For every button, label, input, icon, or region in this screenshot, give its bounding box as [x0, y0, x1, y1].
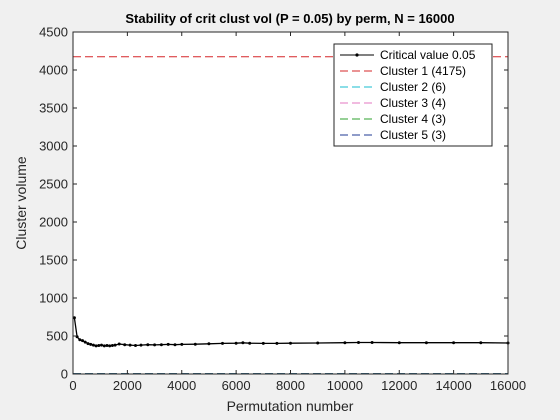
data-point [146, 343, 150, 347]
x-tick-label: 2000 [113, 378, 142, 393]
data-point [81, 339, 84, 343]
x-tick-label: 8000 [276, 378, 305, 393]
data-point [100, 343, 103, 347]
legend-marker [355, 53, 359, 57]
data-point [193, 342, 197, 346]
data-point [86, 342, 90, 346]
data-point [94, 344, 98, 348]
data-point [275, 341, 279, 345]
y-tick-label: 4000 [39, 63, 68, 78]
legend: Critical value 0.05 Cluster 1 (4175) Clust… [333, 43, 493, 147]
data-point [479, 341, 483, 345]
x-tick-label: 12000 [381, 378, 417, 393]
legend-label: Cluster 4 (3) [380, 112, 446, 126]
legend-label: Cluster 3 (4) [380, 96, 446, 110]
legend-entry: Cluster 1 (4175) [340, 64, 466, 78]
x-tick-label: 4000 [167, 378, 196, 393]
data-point [234, 341, 238, 345]
x-tick-label: 10000 [327, 378, 363, 393]
data-point [139, 343, 143, 347]
legend-label: Critical value 0.05 [380, 48, 476, 62]
y-axis-label: Cluster volume [13, 156, 29, 250]
data-point [117, 342, 121, 346]
data-point [89, 342, 93, 346]
data-point [289, 341, 292, 345]
data-point [397, 341, 401, 345]
legend-label: Cluster 5 (3) [380, 128, 446, 142]
legend-entry: Cluster 5 (3) [340, 128, 446, 142]
data-point [180, 342, 184, 346]
y-tick-label: 2500 [39, 177, 68, 192]
legend-label: Cluster 1 (4175) [380, 64, 466, 78]
data-point [105, 344, 109, 347]
x-tick-label: 14000 [436, 378, 472, 393]
data-point [110, 344, 114, 347]
axes-layer: 0 2000 4000 6000 8000 10000 12000 14000 16000 0 50… [39, 25, 526, 394]
data-point [128, 343, 132, 347]
data-point [153, 343, 157, 347]
y-tick-label: 3500 [39, 101, 68, 116]
data-point [452, 341, 456, 345]
legend-entry: Cluster 4 (3) [340, 112, 446, 126]
x-tick-label: 16000 [490, 378, 526, 393]
data-point [343, 341, 347, 345]
data-point [108, 344, 112, 348]
data-point [123, 343, 127, 347]
legend-label: Cluster 2 (6) [380, 80, 446, 94]
data-point [424, 341, 428, 345]
legend-box [333, 43, 493, 147]
data-point [134, 344, 137, 347]
legend-entry: Cluster 2 (6) [340, 80, 446, 94]
x-tick-label: 0 [69, 378, 76, 393]
y-tick-label: 2000 [39, 215, 68, 230]
data-point [83, 340, 87, 344]
data-point [221, 341, 224, 345]
data-point [357, 341, 360, 344]
data-point [261, 341, 265, 345]
data-point [102, 344, 106, 348]
data-point [207, 342, 211, 346]
data-point [97, 344, 101, 347]
data-point [166, 342, 170, 346]
y-tick-label: 4500 [39, 25, 68, 40]
data-point [72, 316, 76, 320]
data-point [159, 343, 163, 347]
data-point [113, 343, 117, 347]
data-point [248, 341, 252, 345]
data-point [316, 341, 320, 345]
data-point [370, 341, 374, 344]
data-point [173, 343, 177, 347]
x-axis-label: Permutation number [227, 398, 354, 414]
y-tick-label: 500 [46, 329, 68, 344]
data-point [78, 338, 82, 342]
y-tick-label: 3000 [39, 139, 68, 154]
data-point [91, 343, 95, 347]
x-tick-label: 6000 [222, 378, 251, 393]
chart-title: Stability of crit clust vol (P = 0.05) b… [125, 11, 454, 26]
data-point [241, 341, 245, 345]
y-tick-label: 0 [61, 367, 68, 382]
legend-entry: Cluster 3 (4) [340, 96, 446, 110]
y-tick-label: 1500 [39, 253, 68, 268]
y-tick-label: 1000 [39, 291, 68, 306]
series-critical-value-0-05 [72, 316, 510, 348]
legend-entry: Critical value 0.05 [340, 48, 476, 62]
